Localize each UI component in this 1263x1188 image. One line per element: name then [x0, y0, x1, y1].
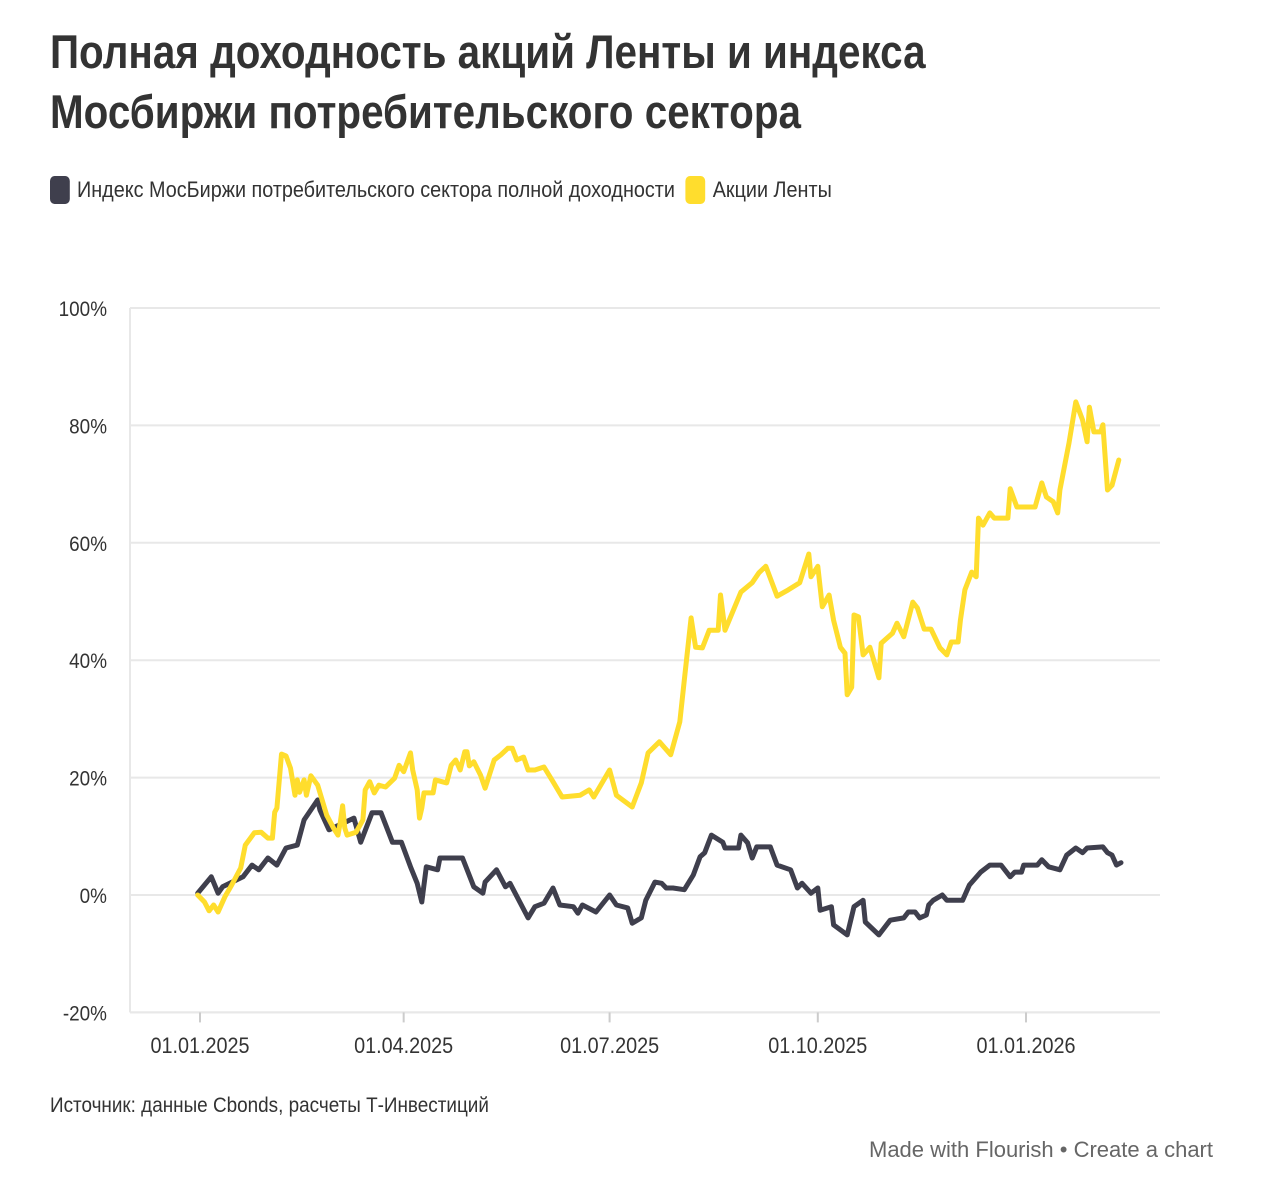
legend-swatch-index [50, 176, 70, 204]
source-note: Источник: данные Cbonds, расчеты Т-Инвес… [50, 1094, 489, 1117]
y-tick-label: 100% [59, 298, 108, 321]
y-tick-label: 20% [69, 768, 107, 791]
x-tick-label: 01.04.2025 [354, 1034, 453, 1058]
x-tick-label: 01.10.2025 [768, 1034, 867, 1058]
series-line-lenta[interactable] [195, 399, 1122, 915]
legend-swatch-lenta [685, 176, 706, 204]
flourish-footer: Made with Flourish • Create a chart [869, 1137, 1213, 1163]
chart-title-line-1: Полная доходность акций Ленты и индекса [50, 25, 926, 78]
legend-item-lenta[interactable]: Акции Ленты [685, 176, 832, 204]
y-tick-label: 80% [69, 416, 107, 439]
y-tick-label: 60% [69, 533, 107, 556]
legend-label-index: Индекс МосБиржи потребительского сектора… [77, 177, 675, 202]
chart-title: Полная доходность акций Ленты и индекса … [50, 22, 1125, 142]
x-tick-label: 01.01.2025 [151, 1034, 250, 1058]
y-tick-label: 40% [69, 650, 107, 673]
series-line-index[interactable] [195, 797, 1124, 938]
footer-separator: • [1059, 1137, 1068, 1162]
y-tick-label: -20% [63, 1003, 107, 1026]
legend-label-lenta: Акции Ленты [712, 177, 832, 202]
made-with-flourish-link[interactable]: Made with Flourish [869, 1137, 1054, 1162]
legend-item-index[interactable]: Индекс МосБиржи потребительского сектора… [50, 176, 675, 204]
legend: Индекс МосБиржи потребительского сектора… [50, 176, 843, 204]
x-tick-label: 01.07.2025 [560, 1034, 659, 1058]
x-tick-label: 01.01.2026 [977, 1034, 1076, 1058]
chart-title-line-2: Мосбиржи потребительского сектора [50, 85, 802, 138]
create-chart-link[interactable]: Create a chart [1073, 1137, 1213, 1162]
y-tick-label: 0% [80, 885, 108, 908]
